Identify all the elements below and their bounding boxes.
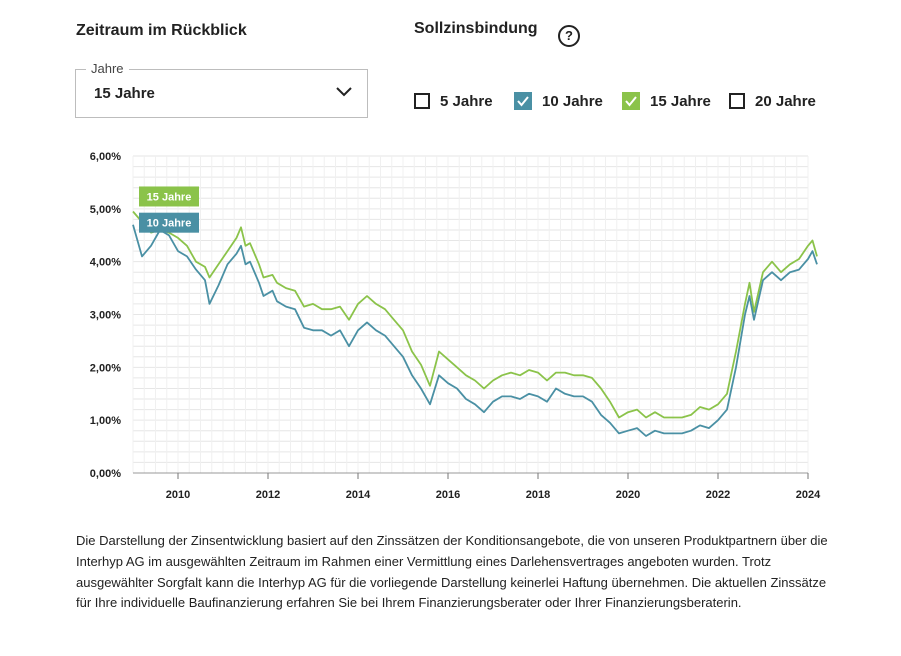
period-select-value: 15 Jahre <box>94 85 155 102</box>
y-tick-label: 6,00% <box>90 151 121 163</box>
checkbox-15-jahre[interactable]: 15 Jahre <box>622 91 711 111</box>
checkbox-label: 20 Jahre <box>755 92 816 110</box>
checkbox-5-jahre[interactable]: 5 Jahre <box>414 91 493 111</box>
x-tick-label: 2022 <box>706 489 730 501</box>
x-tick-label: 2024 <box>796 489 821 501</box>
series-line <box>132 210 818 419</box>
period-heading: Zeitraum im Rückblick <box>76 22 247 39</box>
y-tick-label: 2,00% <box>90 362 121 374</box>
period-select[interactable]: Jahre 15 Jahre <box>75 61 368 118</box>
checkbox-box[interactable] <box>729 93 745 109</box>
y-tick-label: 0,00% <box>90 468 121 480</box>
checkbox-label: 5 Jahre <box>440 92 493 110</box>
help-icon[interactable]: ? <box>558 25 580 47</box>
binding-heading: Sollzinsbindung <box>414 20 538 37</box>
series-badge-label: 10 Jahre <box>147 218 192 230</box>
y-tick-label: 5,00% <box>90 204 121 216</box>
chevron-down-icon <box>336 87 352 97</box>
checkbox-box-checked[interactable] <box>622 92 640 110</box>
check-icon <box>517 96 529 107</box>
x-tick-label: 2012 <box>256 489 280 501</box>
checkbox-box[interactable] <box>414 93 430 109</box>
series-line <box>132 224 818 437</box>
checkbox-label: 15 Jahre <box>650 92 711 110</box>
x-tick-label: 2020 <box>616 489 640 501</box>
check-icon <box>625 96 637 107</box>
series-badge <box>139 186 199 207</box>
checkbox-10-jahre[interactable]: 10 Jahre <box>514 91 603 111</box>
x-tick-label: 2018 <box>526 489 550 501</box>
checkbox-box-checked[interactable] <box>514 92 532 110</box>
y-tick-label: 3,00% <box>90 310 121 322</box>
series-badge-label: 15 Jahre <box>147 191 192 203</box>
checkbox-20-jahre[interactable]: 20 Jahre <box>729 91 816 111</box>
checkbox-label: 10 Jahre <box>542 92 603 110</box>
interest-rate-chart: 0,00% 1,00% 2,00% 3,00% 4,00% 5,00% 6,00% 2010 2… <box>90 151 821 501</box>
y-tick-label: 4,00% <box>90 257 121 269</box>
period-select-label: Jahre <box>86 61 129 76</box>
series-badge <box>139 212 199 233</box>
disclaimer-text: Die Darstellung der Zinsentwicklung basi… <box>76 533 828 611</box>
x-tick-label: 2010 <box>166 489 190 501</box>
x-tick-label: 2016 <box>436 489 460 501</box>
y-tick-label: 1,00% <box>90 415 121 427</box>
x-tick-label: 2014 <box>346 489 371 501</box>
